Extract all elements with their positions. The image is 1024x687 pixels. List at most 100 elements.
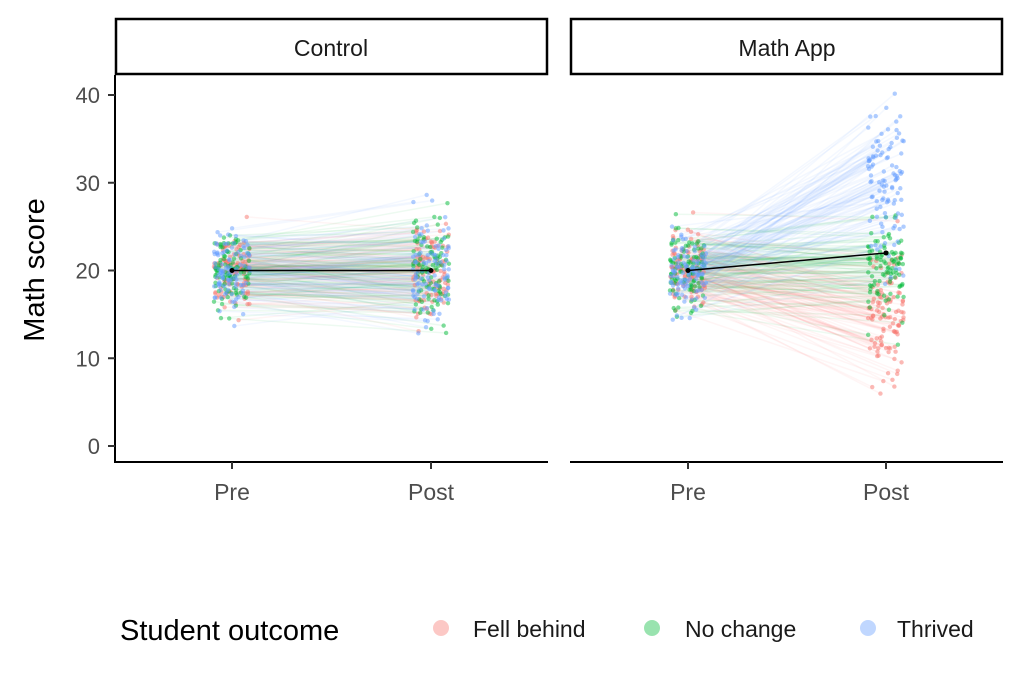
student-point-post xyxy=(895,136,899,140)
student-point-pre xyxy=(245,243,249,247)
student-point-pre xyxy=(696,273,700,277)
student-point-pre xyxy=(689,230,693,234)
student-point-post xyxy=(893,350,897,354)
student-point-post xyxy=(426,236,430,240)
student-point-post xyxy=(869,173,873,177)
student-point-post xyxy=(866,270,870,274)
student-point-post xyxy=(882,190,886,194)
student-point-post xyxy=(871,155,875,159)
legend-key-thrived xyxy=(860,620,876,636)
student-point-post xyxy=(446,286,450,290)
student-point-post xyxy=(873,279,877,283)
student-point-post xyxy=(894,215,898,219)
facet-label-math-app: Math App xyxy=(738,35,835,61)
student-point-post xyxy=(447,297,451,301)
student-point-post xyxy=(878,244,882,248)
student-point-post xyxy=(884,106,888,110)
student-point-post xyxy=(886,266,890,270)
student-point-post xyxy=(412,221,416,225)
student-point-post xyxy=(895,294,899,298)
student-point-pre xyxy=(239,283,243,287)
student-point-post xyxy=(441,253,445,257)
student-point-post xyxy=(867,167,871,171)
student-point-pre xyxy=(671,317,675,321)
student-point-pre xyxy=(241,312,245,316)
student-point-pre xyxy=(220,262,224,266)
student-point-post xyxy=(874,114,878,118)
student-point-post xyxy=(431,263,435,267)
student-point-post xyxy=(883,261,887,265)
student-point-post xyxy=(874,266,878,270)
student-point-post xyxy=(884,215,888,219)
student-point-post xyxy=(893,198,897,202)
student-point-post xyxy=(879,339,883,343)
student-point-post xyxy=(880,306,884,310)
student-point-post xyxy=(433,288,437,292)
student-point-post xyxy=(436,317,440,321)
student-point-pre xyxy=(674,212,678,216)
student-point-post xyxy=(867,249,871,253)
student-point-post xyxy=(868,290,872,294)
student-point-pre xyxy=(224,290,228,294)
student-point-post xyxy=(432,273,436,277)
student-point-post xyxy=(870,215,874,219)
student-point-post xyxy=(433,253,437,257)
student-point-post xyxy=(866,316,870,320)
student-point-pre xyxy=(247,302,251,306)
student-point-post xyxy=(882,273,886,277)
mean-point-post xyxy=(884,250,889,255)
student-point-post xyxy=(887,346,891,350)
student-point-post xyxy=(437,312,441,316)
student-point-pre xyxy=(245,274,249,278)
student-point-post xyxy=(436,222,440,226)
student-point-pre xyxy=(703,296,707,300)
student-point-post xyxy=(442,267,446,271)
student-point-pre xyxy=(674,226,678,230)
student-point-pre xyxy=(232,257,236,261)
student-point-post xyxy=(888,280,892,284)
student-point-post xyxy=(875,336,879,340)
student-point-pre xyxy=(234,285,238,289)
student-point-post xyxy=(880,182,884,186)
student-point-post xyxy=(876,139,880,143)
student-point-post xyxy=(866,300,870,304)
student-point-pre xyxy=(688,316,692,320)
student-point-post xyxy=(872,345,876,349)
student-point-post xyxy=(889,275,893,279)
student-point-pre xyxy=(230,276,234,280)
student-point-pre xyxy=(693,249,697,253)
student-point-post xyxy=(423,239,427,243)
student-point-pre xyxy=(240,291,244,295)
student-point-post xyxy=(415,282,419,286)
student-point-post xyxy=(868,305,872,309)
legend-label-no-change: No change xyxy=(685,616,796,642)
student-point-post xyxy=(880,225,884,229)
student-point-pre xyxy=(238,263,242,267)
student-point-post xyxy=(886,155,890,159)
student-point-post xyxy=(421,307,425,311)
student-point-post xyxy=(868,261,872,265)
student-point-post xyxy=(877,310,881,314)
facet-label-control: Control xyxy=(294,35,368,61)
student-point-pre xyxy=(696,259,700,263)
student-point-pre xyxy=(694,289,698,293)
student-point-post xyxy=(444,222,448,226)
student-point-post xyxy=(413,239,417,243)
student-point-pre xyxy=(232,305,236,309)
student-point-post xyxy=(415,292,419,296)
student-point-pre xyxy=(669,279,673,283)
student-point-pre xyxy=(700,272,704,276)
y-tick-label: 10 xyxy=(76,346,100,371)
student-point-pre xyxy=(679,233,683,237)
student-point-pre xyxy=(225,248,229,252)
student-point-post xyxy=(413,260,417,264)
student-point-post xyxy=(873,239,877,243)
student-point-post xyxy=(896,239,900,243)
student-point-post xyxy=(866,333,870,337)
student-point-post xyxy=(893,251,897,255)
student-point-pre xyxy=(684,249,688,253)
student-point-post xyxy=(892,243,896,247)
student-point-pre xyxy=(679,248,683,252)
student-point-post xyxy=(445,273,449,277)
student-point-post xyxy=(876,292,880,296)
